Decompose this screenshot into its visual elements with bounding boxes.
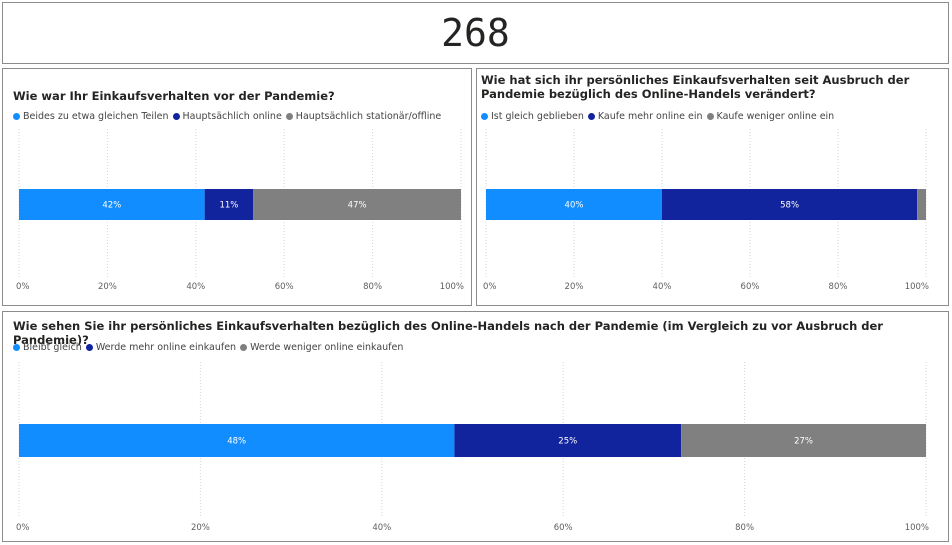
legend-label-3-3: Werde weniger online einkaufen <box>250 342 404 353</box>
bar-chart-3: 0% 20% 40% 60% 80% 100% 48% 25% 27% <box>16 362 929 533</box>
legend-dot-2-3 <box>706 113 714 120</box>
bar-segment-1 <box>19 424 455 457</box>
x-tick-label: 60% <box>275 282 294 292</box>
legend-dot-1-2 <box>172 113 180 120</box>
data-label-3: 27% <box>794 437 813 447</box>
chart-panel-1: Wie war Ihr Einkaufsverhalten vor der Pa… <box>2 68 472 306</box>
legend-dot-2-2 <box>587 113 595 120</box>
data-label-1: 42% <box>102 201 121 211</box>
x-tick-label: 60% <box>554 523 573 533</box>
x-tick-label: 80% <box>735 523 754 533</box>
bar-segment-3 <box>681 424 926 457</box>
bar-segment-2 <box>204 189 254 220</box>
data-label-2: 25% <box>558 437 577 447</box>
legend-label-1-1: Beides zu etwa gleichen Teilen <box>23 111 169 122</box>
legend-label-3-1: Bleibt gleich <box>23 342 82 353</box>
legend-1: Beides zu etwa gleichen Teilen Hauptsäch… <box>13 111 445 122</box>
legend-item-1-2[interactable]: Hauptsächlich online <box>172 111 282 122</box>
kpi-card: 268 <box>2 2 949 64</box>
legend-dot-3-3 <box>240 344 248 351</box>
legend-item-3-1[interactable]: Bleibt gleich <box>13 342 82 353</box>
bar-segment-3 <box>253 189 461 220</box>
bar-segment-1 <box>19 189 205 220</box>
data-label-2: 11% <box>219 201 238 211</box>
legend-item-2-3[interactable]: Kaufe weniger online ein <box>706 111 835 122</box>
bar-chart-2: 0% 20% 40% 60% 80% 100% 40% 58% <box>483 129 929 292</box>
legend-item-3-2[interactable]: Werde mehr online einkaufen <box>85 342 237 353</box>
legend-3: Bleibt gleich Werde mehr online einkaufe… <box>13 342 407 353</box>
x-tick-label: 0% <box>16 523 30 533</box>
chart-panel-2: Wie hat sich ihr persönliches Einkaufsve… <box>476 68 949 306</box>
legend-label-2-2: Kaufe mehr online ein <box>597 111 703 122</box>
legend-dot-1-1 <box>13 113 20 120</box>
x-tick-label: 40% <box>186 282 205 292</box>
data-label-2: 58% <box>780 201 799 211</box>
x-tick-label: 20% <box>191 523 210 533</box>
x-tick-label: 20% <box>98 282 117 292</box>
legend-2: Ist gleich geblieben Kaufe mehr online e… <box>481 111 838 122</box>
legend-label-2-1: Ist gleich geblieben <box>491 111 584 122</box>
data-label-3: 47% <box>348 201 367 211</box>
x-tick-label: 80% <box>363 282 382 292</box>
x-tick-label: 0% <box>483 282 497 292</box>
legend-label-1-2: Hauptsächlich online <box>182 111 282 122</box>
legend-label-1-3: Hauptsächlich stationär/offline <box>295 111 442 122</box>
bar-segment-3 <box>917 189 926 220</box>
data-label-1: 40% <box>565 201 584 211</box>
chart-title-1: Wie war Ihr Einkaufsverhalten vor der Pa… <box>13 89 335 103</box>
data-label-1: 48% <box>227 437 246 447</box>
legend-item-1-3[interactable]: Hauptsächlich stationär/offline <box>285 111 442 122</box>
legend-label-2-3: Kaufe weniger online ein <box>716 111 835 122</box>
x-tick-label: 60% <box>741 282 760 292</box>
legend-item-1-1[interactable]: Beides zu etwa gleichen Teilen <box>13 111 169 122</box>
bar-segment-1 <box>486 189 662 220</box>
x-tick-label: 0% <box>16 282 30 292</box>
legend-dot-2-1 <box>481 113 488 120</box>
bar-chart-1: 0% 20% 40% 60% 80% 100% 42% 11% 47% <box>16 129 464 292</box>
chart-panel-3: Wie sehen Sie ihr persönliches Einkaufsv… <box>2 311 949 542</box>
x-tick-label: 20% <box>565 282 584 292</box>
x-tick-label: 100% <box>905 282 929 292</box>
x-tick-label: 80% <box>829 282 848 292</box>
chart-title-2: Wie hat sich ihr persönliches Einkaufsve… <box>481 73 910 101</box>
chart-title-3: Wie sehen Sie ihr persönliches Einkaufsv… <box>13 319 883 347</box>
legend-dot-3-1 <box>13 344 20 351</box>
x-tick-label: 100% <box>440 282 464 292</box>
legend-item-3-3[interactable]: Werde weniger online einkaufen <box>240 342 403 353</box>
legend-item-2-2[interactable]: Kaufe mehr online ein <box>587 111 703 122</box>
x-tick-label: 40% <box>653 282 672 292</box>
kpi-value: 268 <box>441 11 510 55</box>
legend-dot-3-2 <box>85 344 93 351</box>
bar-segment-2 <box>454 424 682 457</box>
legend-dot-1-3 <box>285 113 293 120</box>
legend-item-2-1[interactable]: Ist gleich geblieben <box>481 111 584 122</box>
legend-label-3-2: Werde mehr online einkaufen <box>95 342 237 353</box>
x-tick-label: 100% <box>905 523 929 533</box>
bar-segment-2 <box>662 189 918 220</box>
x-tick-label: 40% <box>372 523 391 533</box>
